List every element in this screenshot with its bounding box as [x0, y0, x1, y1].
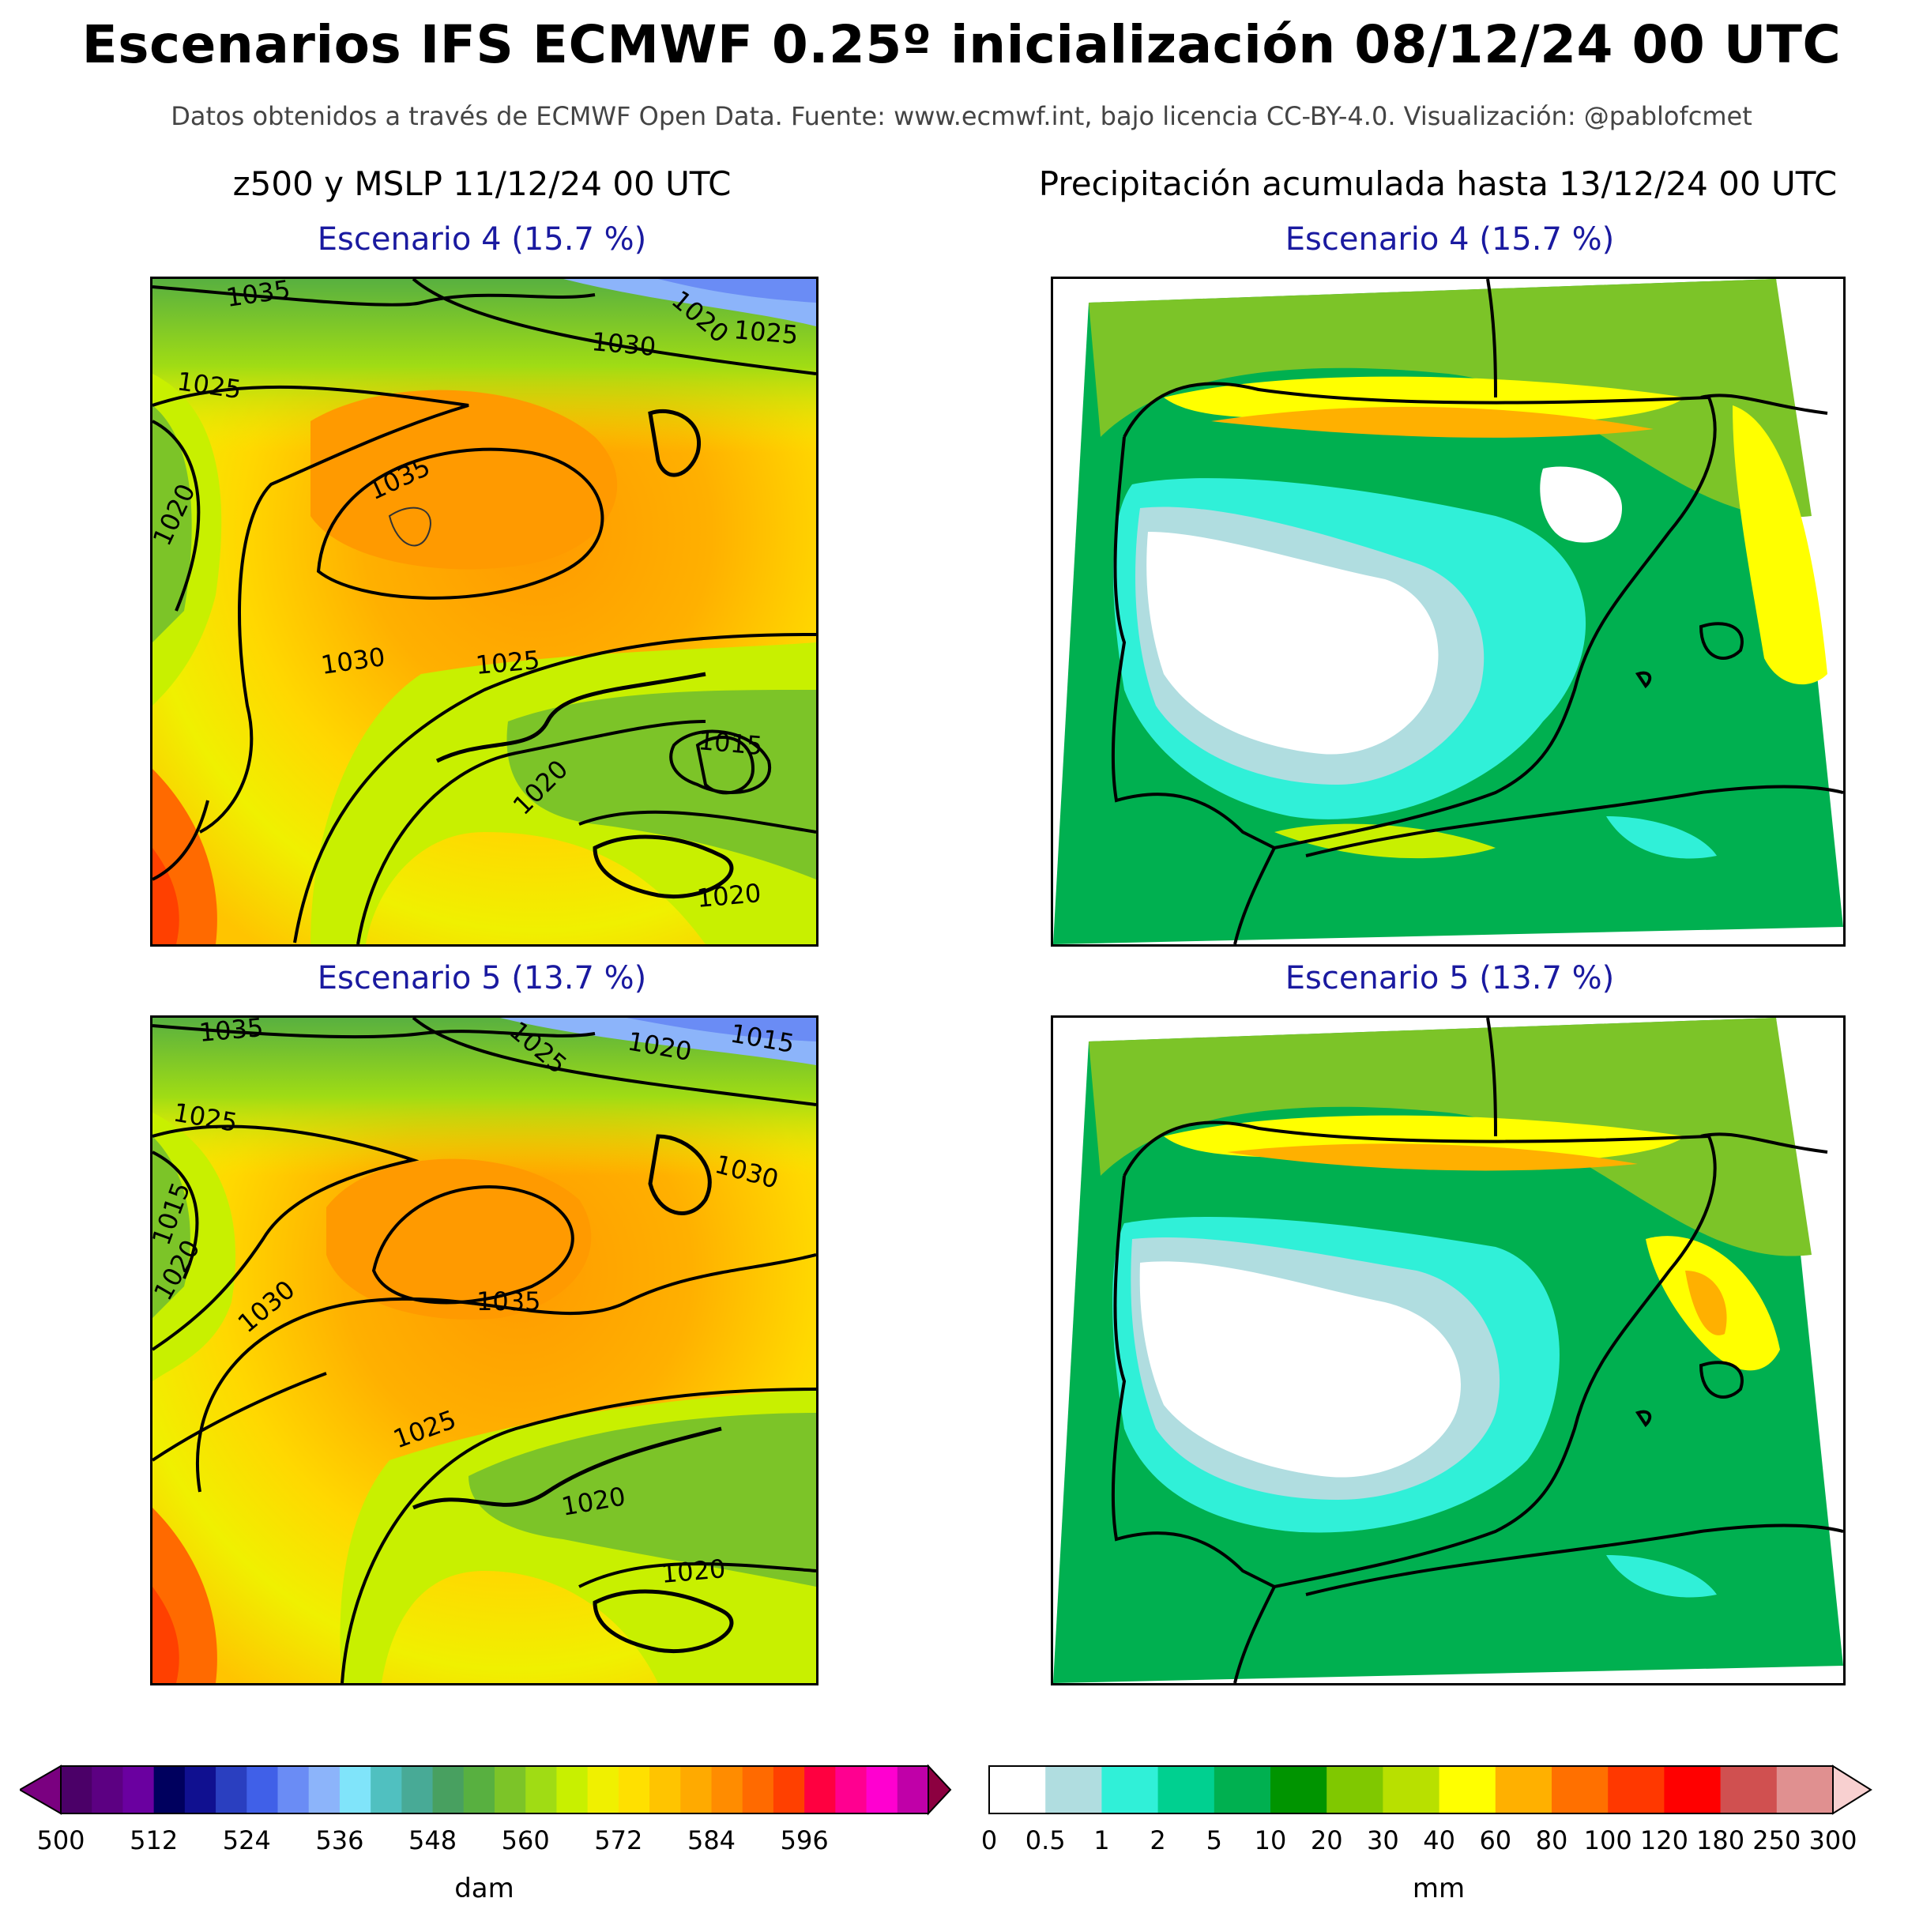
- z500-colorbar-swatch: [649, 1766, 681, 1813]
- z500-colorbar-swatch: [711, 1766, 743, 1813]
- precip-column-title: Precipitación acumulada hasta 13/12/24 0…: [1038, 164, 1838, 203]
- z500-colorbar: [17, 1762, 952, 1817]
- precip-colorbar-swatch: [989, 1766, 1046, 1813]
- z500-colorbar-swatch: [463, 1766, 495, 1813]
- z500-colorbar-unit: dam: [454, 1873, 514, 1904]
- z500-colorbar-swatch: [587, 1766, 619, 1813]
- z500-colorbar-swatch: [495, 1766, 526, 1813]
- precip-colorbar-unit: mm: [1412, 1873, 1466, 1904]
- z500-colorbar-swatch: [371, 1766, 402, 1813]
- precip-colorbar: [988, 1762, 1872, 1817]
- precip-colorbar-tick-label: 30: [1367, 1825, 1399, 1855]
- precip-colorbar-swatch: [1552, 1766, 1609, 1813]
- precip-colorbar-swatch: [1045, 1766, 1102, 1813]
- z500-colorbar-swatch: [618, 1766, 650, 1813]
- z500-colorbar-ticks: 500 512 524 536 548 560 572 584 596: [0, 1825, 964, 1865]
- precip-colorbar-tick-label: 100: [1583, 1825, 1632, 1855]
- z500-colorbar-swatch: [339, 1766, 371, 1813]
- z500-colorbar-extend-high: [928, 1764, 952, 1816]
- precip-colorbar-tick-label: 300: [1808, 1825, 1857, 1855]
- z500-colorbar-swatch: [92, 1766, 123, 1813]
- z500-colorbar-swatch: [742, 1766, 774, 1813]
- z500-colorbar-swatch: [525, 1766, 557, 1813]
- precip-colorbar-tick-label: 10: [1254, 1825, 1287, 1855]
- precip-colorbar-tick-label: 5: [1206, 1825, 1222, 1855]
- z500-colorbar-tick-label: 596: [780, 1825, 829, 1855]
- z500-column-title: z500 y MSLP 11/12/24 00 UTC: [232, 164, 732, 203]
- precip-colorbar-tick-label: 60: [1479, 1825, 1512, 1855]
- isobar-label: 1015: [697, 725, 763, 761]
- precip-colorbar-swatch: [1439, 1766, 1496, 1813]
- subtitle: Datos obtenidos a través de ECMWF Open D…: [171, 101, 1752, 131]
- precip-colorbar-tick-label: 80: [1535, 1825, 1568, 1855]
- isobar-label: 1020: [695, 878, 762, 913]
- z500-colorbar-swatch: [401, 1766, 434, 1813]
- precip-scenario-5-title: Escenario 5 (13.7 %): [1285, 960, 1615, 996]
- z500-colorbar-tick-label: 584: [687, 1825, 736, 1855]
- isobar-label: 1030: [590, 326, 657, 362]
- precip-colorbar-tick-label: 250: [1752, 1825, 1801, 1855]
- isobar-label: 1035: [476, 1286, 540, 1316]
- isobar-label: 1020: [660, 1554, 726, 1589]
- precip-colorbar-tick-label: 20: [1310, 1825, 1343, 1855]
- main-title: Escenarios IFS ECMWF 0.25º inicializació…: [81, 14, 1842, 75]
- precip-colorbar-tick-label: 1: [1093, 1825, 1110, 1855]
- isobar-label: 1035: [198, 1018, 264, 1048]
- precip-colorbar-swatch: [1214, 1766, 1271, 1813]
- z500-colorbar-tick-label: 524: [222, 1825, 271, 1855]
- z500-colorbar-tick-label: 512: [130, 1825, 179, 1855]
- precip-colorbar-swatch: [1101, 1766, 1159, 1813]
- precip-colorbar-swatch: [1157, 1766, 1215, 1813]
- z500-colorbar-swatch: [680, 1766, 712, 1813]
- z500-colorbar-swatch: [184, 1766, 216, 1813]
- precip-colorbar-swatch: [1664, 1766, 1722, 1813]
- precip-colorbar-tick-label: 0.5: [1025, 1825, 1066, 1855]
- precipitation-map-scenario-5: [1051, 1015, 1846, 1685]
- precip-colorbar-swatch: [1327, 1766, 1383, 1813]
- precip-colorbar-extend-high: [1832, 1764, 1872, 1815]
- z500-colorbar-tick-label: 548: [408, 1825, 457, 1855]
- z500-colorbar-tick-label: 536: [315, 1825, 364, 1855]
- z500-colorbar-swatch: [122, 1766, 155, 1813]
- z500-colorbar-extend-low: [17, 1764, 62, 1815]
- precipitation-map-scenario-4: [1051, 277, 1846, 947]
- z500-colorbar-swatch: [61, 1766, 92, 1813]
- precip-colorbar-tick-label: 40: [1423, 1825, 1455, 1855]
- precip-colorbar-tick-label: 120: [1639, 1825, 1688, 1855]
- z500-colorbar-swatch: [277, 1766, 310, 1813]
- z500-colorbar-tick-label: 572: [594, 1825, 643, 1855]
- precip-colorbar-swatch: [1776, 1766, 1834, 1813]
- precip-colorbar-ticks: 0 0.5 1 2 5 10 20 30 40 60 80 100 120 180 250 300: [0, 1825, 1923, 1865]
- z500-colorbar-swatch: [432, 1766, 465, 1813]
- z500-colorbar-swatch: [866, 1766, 898, 1813]
- precip-colorbar-swatch: [1720, 1766, 1778, 1813]
- precip-scenario-4-title: Escenario 4 (15.7 %): [1285, 221, 1615, 258]
- z500-colorbar-swatch: [246, 1766, 278, 1813]
- z500-mslp-map-scenario-5: 1035 1025 1020 1015 1025 1030 1015 1020 …: [150, 1015, 818, 1685]
- z500-scenario-5-title: Escenario 5 (13.7 %): [317, 960, 647, 996]
- isobar-label: 1025: [474, 645, 540, 680]
- z500-colorbar-swatch: [835, 1766, 867, 1813]
- z500-scenario-4-title: Escenario 4 (15.7 %): [317, 221, 647, 258]
- precip-colorbar-tick-label: 0: [980, 1825, 998, 1855]
- precip-colorbar-tick-label: 2: [1150, 1825, 1166, 1855]
- z500-colorbar-swatch: [773, 1766, 805, 1813]
- precip-colorbar-swatch: [1608, 1766, 1665, 1813]
- z500-colorbar-tick-label: 560: [501, 1825, 550, 1855]
- precip-colorbar-swatch: [1270, 1766, 1327, 1813]
- z500-colorbar-swatch: [897, 1766, 929, 1813]
- precip-colorbar-swatch: [1383, 1766, 1440, 1813]
- z500-colorbar-tick-label: 500: [36, 1825, 85, 1855]
- precip-colorbar-tick-label: 180: [1696, 1825, 1745, 1855]
- z500-colorbar-swatch: [556, 1766, 589, 1813]
- z500-mslp-map-scenario-4: 1035 1020 1025 1030 1025 1020 1035 1030 …: [150, 277, 818, 947]
- z500-colorbar-swatch: [153, 1766, 186, 1813]
- precip-colorbar-swatch: [1495, 1766, 1552, 1813]
- z500-colorbar-swatch: [216, 1766, 247, 1813]
- isobar-label: 1025: [732, 314, 799, 350]
- z500-colorbar-swatch: [804, 1766, 836, 1813]
- z500-colorbar-swatch: [308, 1766, 341, 1813]
